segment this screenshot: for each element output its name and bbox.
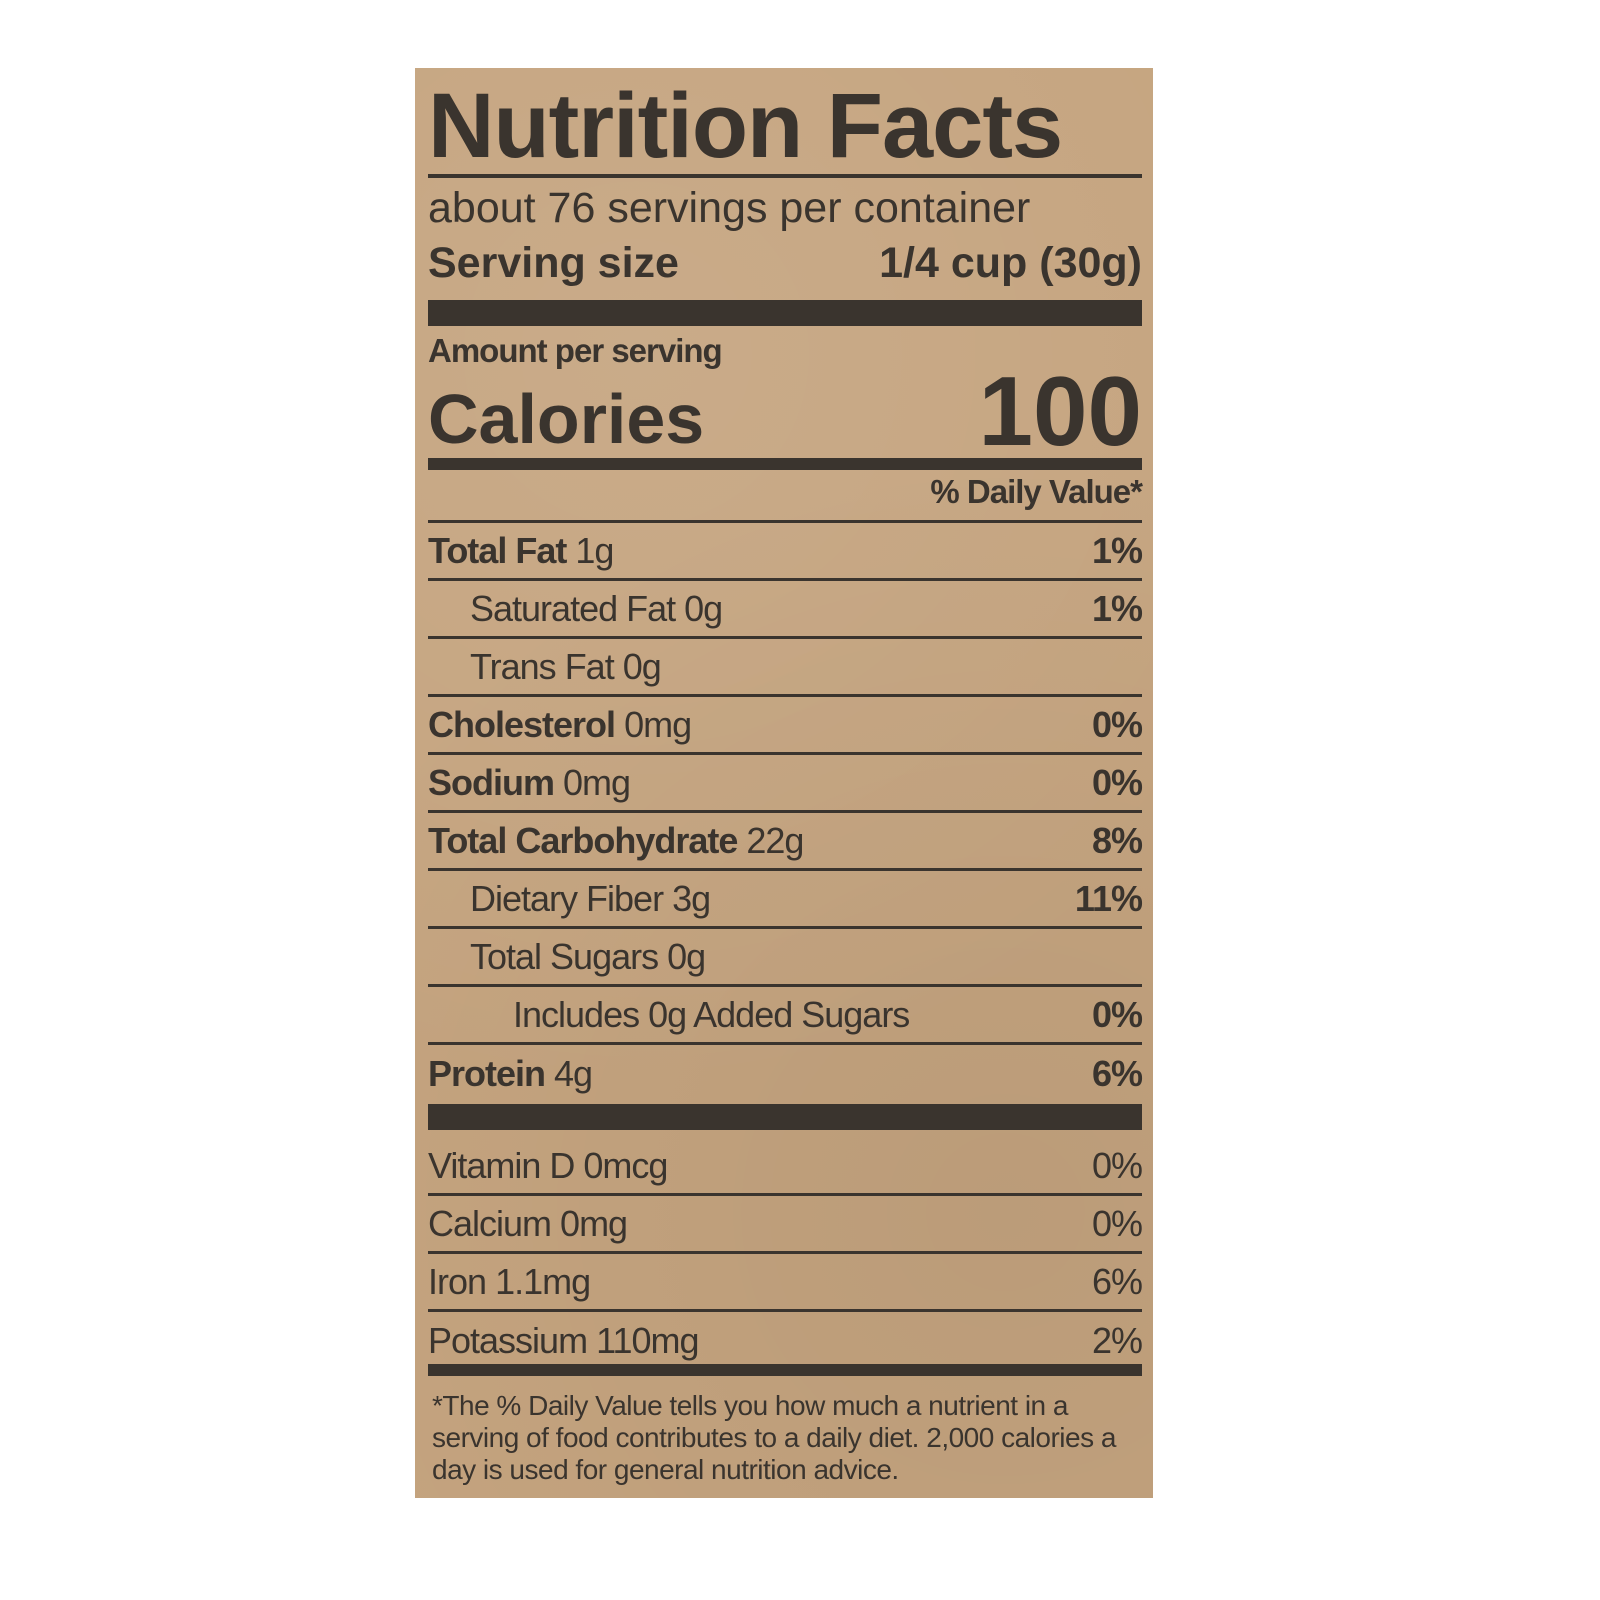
nutrient-name: Protein bbox=[428, 1053, 546, 1094]
nutrient-name: Dietary Fiber bbox=[470, 877, 664, 919]
nutrient-label: Cholesterol 0mg bbox=[428, 703, 692, 746]
footnote: *The % Daily Value tells you how much a … bbox=[432, 1390, 1116, 1485]
vitamin-row: Calcium 0mg 0% bbox=[428, 1196, 1143, 1254]
nutrient-daily-value: 0% bbox=[1091, 703, 1143, 745]
vitamin-row: Iron 1.1mg 6% bbox=[428, 1254, 1143, 1312]
nutrient-name: Includes 0g Added Sugars bbox=[513, 993, 910, 1035]
serving-size: Serving size 1/4 cup (30g) bbox=[428, 239, 1142, 288]
nutrient-row: Dietary Fiber 3g 11% bbox=[428, 871, 1143, 929]
nutrient-amount: 3g bbox=[672, 877, 711, 919]
vitamin-daily-value: 2% bbox=[1091, 1320, 1143, 1361]
serving-size-value: 1/4 cup (30g) bbox=[879, 239, 1142, 287]
nutrient-amount: 0mg bbox=[624, 703, 692, 745]
thick-divider bbox=[428, 300, 1142, 326]
vitamin-name: Potassium bbox=[428, 1320, 588, 1361]
nutrient-daily-value: 6% bbox=[1091, 1053, 1143, 1094]
vitamin-label: Calcium 0mg bbox=[428, 1202, 628, 1245]
nutrient-row: Total Fat 1g 1% bbox=[428, 523, 1143, 581]
nutrient-name: Sodium bbox=[428, 761, 555, 803]
vitamin-label: Iron 1.1mg bbox=[428, 1260, 591, 1303]
nutrient-daily-value: 1% bbox=[1091, 529, 1143, 571]
vitamin-row: Vitamin D 0mcg 0% bbox=[428, 1138, 1143, 1196]
amount-per-serving: Amount per serving bbox=[428, 332, 723, 369]
nutrient-amount: 0g bbox=[684, 587, 723, 629]
serving-size-label: Serving size bbox=[428, 239, 679, 287]
nutrient-label: Protein 4g bbox=[428, 1053, 593, 1095]
nutrient-name: Cholesterol bbox=[428, 703, 616, 745]
vitamin-label: Vitamin D 0mcg bbox=[428, 1144, 668, 1187]
nutrient-row: Includes 0g Added Sugars 0% bbox=[428, 987, 1143, 1045]
nutrient-amount: 0g bbox=[622, 645, 662, 687]
calories-row: Calories 100 bbox=[428, 356, 1142, 466]
nutrient-daily-value: 8% bbox=[1091, 819, 1143, 861]
nutrient-name: Trans Fat bbox=[470, 645, 615, 687]
vitamin-name: Calcium bbox=[428, 1202, 552, 1244]
nutrient-row: Saturated Fat 0g 1% bbox=[428, 581, 1143, 639]
nutrient-name: Total Sugars bbox=[470, 935, 659, 977]
daily-value-header: % Daily Value* bbox=[930, 473, 1143, 510]
nutrient-label: Total Fat 1g bbox=[428, 529, 614, 572]
divider bbox=[428, 174, 1142, 178]
nutrient-label: Saturated Fat 0g bbox=[428, 587, 723, 630]
nutrient-label: Includes 0g Added Sugars bbox=[428, 993, 910, 1036]
nutrient-name: Total Fat bbox=[428, 529, 567, 571]
vitamin-amount: 0mg bbox=[560, 1202, 628, 1244]
vitamin-amount: 0mcg bbox=[583, 1144, 668, 1186]
nutrient-label: Dietary Fiber 3g bbox=[428, 877, 711, 920]
medium-divider bbox=[428, 1364, 1142, 1376]
nutrient-row: Cholesterol 0mg 0% bbox=[428, 697, 1143, 755]
nutrient-amount: 1g bbox=[575, 529, 614, 571]
nutrient-row: Protein 4g 6% bbox=[428, 1045, 1143, 1103]
nutrient-name: Saturated Fat bbox=[470, 587, 676, 629]
vitamin-daily-value: 0% bbox=[1091, 1202, 1143, 1244]
nutrient-name: Total Carbohydrate bbox=[428, 819, 738, 861]
vitamin-label: Potassium 110mg bbox=[428, 1320, 700, 1362]
nutrient-daily-value: 0% bbox=[1091, 761, 1143, 803]
vitamin-amount: 110mg bbox=[596, 1320, 699, 1361]
nutrient-row: Sodium 0mg 0% bbox=[428, 755, 1143, 813]
vitamin-daily-value: 6% bbox=[1091, 1260, 1143, 1302]
vitamin-name: Iron bbox=[428, 1260, 487, 1302]
servings-per-container: about 76 servings per container bbox=[428, 184, 1031, 232]
vitamin-amount: 1.1mg bbox=[495, 1260, 591, 1302]
nutrient-daily-value: 11% bbox=[1074, 877, 1143, 919]
nutrient-amount: 0mg bbox=[563, 761, 631, 803]
thick-divider bbox=[428, 1104, 1142, 1130]
label-title: Nutrition Facts bbox=[428, 75, 1063, 177]
divider bbox=[428, 520, 1142, 523]
nutrient-daily-value: 0% bbox=[1091, 993, 1143, 1035]
nutrient-amount: 0g bbox=[667, 935, 706, 977]
nutrient-daily-value: 1% bbox=[1091, 587, 1143, 629]
nutrient-label: Total Carbohydrate 22g bbox=[428, 819, 804, 862]
nutrient-amount: 22g bbox=[746, 819, 804, 861]
nutrition-facts-label: Nutrition Facts about 76 servings per co… bbox=[415, 68, 1153, 1498]
nutrient-label: Trans Fat 0g bbox=[428, 645, 662, 688]
nutrient-row: Trans Fat 0g bbox=[428, 639, 1142, 697]
vitamin-name: Vitamin D bbox=[428, 1144, 575, 1186]
calories-label: Calories bbox=[428, 380, 705, 458]
nutrient-label: Sodium 0mg bbox=[428, 761, 631, 804]
calories-value: 100 bbox=[978, 356, 1142, 466]
vitamin-row: Potassium 110mg 2% bbox=[428, 1312, 1143, 1370]
vitamin-daily-value: 0% bbox=[1091, 1144, 1143, 1186]
nutrient-amount: 4g bbox=[554, 1053, 593, 1094]
nutrient-row: Total Carbohydrate 22g 8% bbox=[428, 813, 1143, 871]
nutrient-row: Total Sugars 0g bbox=[428, 929, 1142, 987]
medium-divider bbox=[428, 458, 1142, 470]
nutrient-label: Total Sugars 0g bbox=[428, 935, 706, 978]
